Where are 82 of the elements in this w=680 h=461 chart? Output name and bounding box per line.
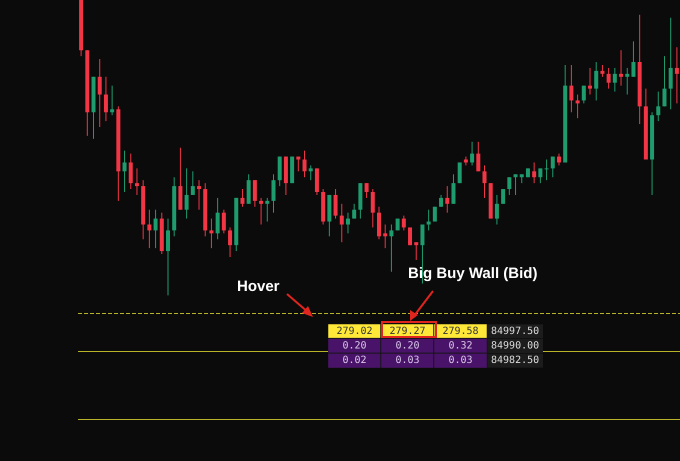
candlestick xyxy=(154,209,158,249)
candlestick xyxy=(383,224,388,249)
candlestick xyxy=(606,67,611,90)
candlestick xyxy=(439,194,444,208)
candlestick xyxy=(389,224,394,272)
candlestick xyxy=(302,150,307,178)
candlestick xyxy=(470,141,474,166)
candlestick xyxy=(582,85,586,104)
candlestick xyxy=(352,203,356,220)
candlestick xyxy=(538,168,542,184)
category-label: 84997.50 xyxy=(491,326,540,337)
candlestick xyxy=(594,62,598,101)
candlestick xyxy=(396,218,400,231)
candlestick xyxy=(314,168,319,196)
candlestick xyxy=(246,174,251,204)
candlestick xyxy=(216,197,220,240)
candlestick xyxy=(612,67,617,92)
candlestick xyxy=(190,170,195,196)
candlestick xyxy=(308,164,313,181)
candlestick xyxy=(544,159,549,181)
candlestick xyxy=(104,76,108,122)
candlestick xyxy=(674,46,679,104)
candlestick xyxy=(501,188,506,204)
candlestick xyxy=(625,67,630,96)
text: 279.58 xyxy=(442,326,479,337)
candlestick xyxy=(556,153,561,166)
candlestick xyxy=(414,242,418,260)
candlestick xyxy=(364,182,369,198)
candlestick xyxy=(240,188,244,208)
candlestick xyxy=(346,212,350,234)
candlestick xyxy=(656,91,660,122)
candlestick xyxy=(147,209,152,249)
candlestick xyxy=(122,150,127,192)
candlestick xyxy=(184,168,189,220)
annotation: Hover xyxy=(237,278,280,295)
candlestick xyxy=(377,206,381,240)
candlestick xyxy=(296,156,300,172)
candlestick xyxy=(128,153,133,190)
candlestick xyxy=(588,67,592,96)
candlestick xyxy=(340,203,344,243)
candlestick xyxy=(402,215,406,231)
candlestick xyxy=(631,40,636,78)
text: 279.02 xyxy=(336,326,373,337)
candlestick xyxy=(178,147,182,210)
candlestick xyxy=(507,176,512,196)
candlestick xyxy=(619,50,624,86)
text: 0.03 xyxy=(395,355,420,366)
text: 0.03 xyxy=(448,355,473,366)
candlestick xyxy=(197,180,202,210)
candlestick xyxy=(370,188,375,228)
candlestick xyxy=(476,141,480,172)
candlestick xyxy=(532,162,536,184)
candlestick xyxy=(265,197,270,222)
text: 0.32 xyxy=(448,340,473,352)
candlestick xyxy=(334,188,338,220)
candlestick xyxy=(222,209,226,234)
candlestick xyxy=(228,226,232,258)
candlestick xyxy=(482,164,487,198)
candlestick xyxy=(494,194,499,225)
text: 0.20 xyxy=(395,340,420,352)
candlestick xyxy=(278,156,282,187)
candlestick xyxy=(600,64,604,78)
candlestick xyxy=(252,180,257,208)
text: 0.20 xyxy=(342,340,367,352)
candlestick xyxy=(569,64,574,113)
candlestick xyxy=(668,17,673,110)
candlestick xyxy=(550,156,555,178)
candlestick xyxy=(134,168,139,196)
candlestick xyxy=(209,218,214,249)
candlestick xyxy=(451,174,456,204)
text: 0.02 xyxy=(342,355,367,366)
candlestick xyxy=(166,218,170,296)
category-label: 84990.00 xyxy=(491,340,540,352)
candlestick xyxy=(98,58,102,128)
text: 279.27 xyxy=(389,326,426,337)
candlestick xyxy=(445,186,450,214)
candlestick xyxy=(271,174,276,214)
candlestick xyxy=(259,197,264,225)
candlestick xyxy=(576,94,580,119)
candlestick xyxy=(426,209,431,231)
candlestick xyxy=(662,56,666,107)
category-label: 84982.50 xyxy=(491,355,540,366)
